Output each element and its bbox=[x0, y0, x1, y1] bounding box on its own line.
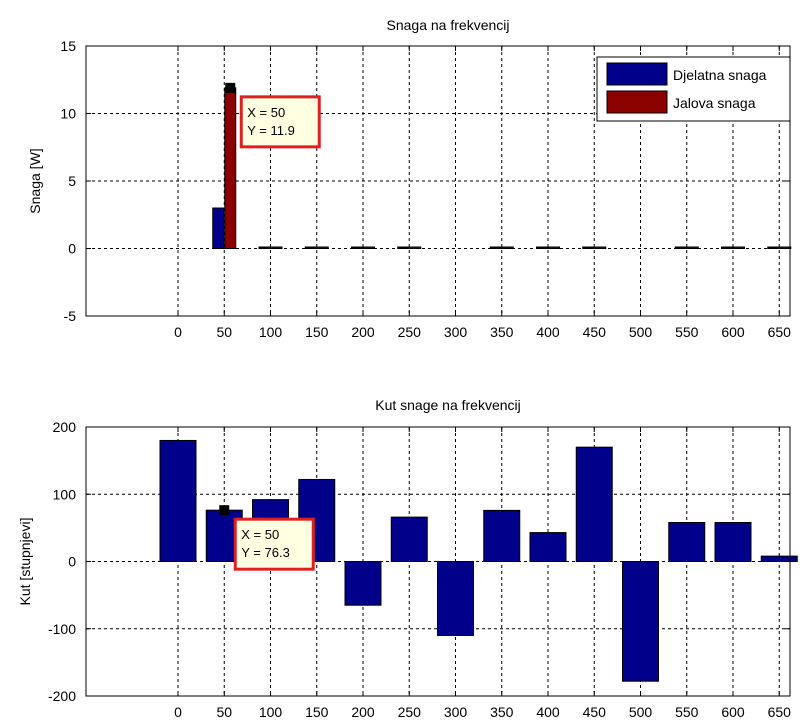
y-tick-label: -5 bbox=[64, 308, 77, 324]
legend-label: Jalova snaga bbox=[673, 95, 756, 111]
bar bbox=[530, 533, 566, 562]
bar bbox=[576, 447, 612, 561]
y-axis-label: Snaga [W] bbox=[27, 148, 43, 213]
bar bbox=[722, 247, 733, 249]
x-tick-label: 50 bbox=[216, 704, 232, 720]
x-tick-label: 500 bbox=[629, 324, 653, 340]
bar bbox=[490, 247, 501, 249]
bar bbox=[669, 522, 705, 561]
bar bbox=[623, 562, 659, 682]
x-tick-label: 50 bbox=[216, 324, 232, 340]
data-tip-x: X = 50 bbox=[241, 527, 279, 542]
y-tick-label: -100 bbox=[48, 621, 76, 637]
y-tick-label: 15 bbox=[60, 38, 76, 54]
y-tick-label: 0 bbox=[68, 241, 76, 257]
data-tip-y: Y = 76.3 bbox=[241, 545, 290, 560]
bar bbox=[549, 247, 560, 249]
data-tip-y: Y = 11.9 bbox=[247, 123, 295, 138]
bar bbox=[675, 247, 686, 249]
bar bbox=[225, 88, 236, 249]
bar bbox=[259, 247, 270, 249]
legend-swatch bbox=[607, 63, 667, 85]
y-tick-label: 5 bbox=[68, 173, 76, 189]
bar bbox=[768, 247, 779, 249]
bar bbox=[502, 247, 513, 249]
legend: Djelatna snaga Jalova snaga bbox=[597, 57, 790, 121]
x-tick-label: 150 bbox=[305, 704, 329, 720]
x-tick-label: 100 bbox=[259, 324, 283, 340]
bar bbox=[398, 247, 409, 249]
bar bbox=[305, 247, 316, 249]
x-tick-label: 550 bbox=[675, 324, 699, 340]
bar bbox=[271, 247, 282, 249]
bar bbox=[761, 556, 797, 561]
x-tick-label: 650 bbox=[768, 324, 792, 340]
x-tick-label: 200 bbox=[351, 324, 375, 340]
y-tick-label: -200 bbox=[48, 688, 76, 704]
bar bbox=[317, 247, 328, 249]
y-tick-label: 200 bbox=[53, 419, 77, 435]
x-tick-label: 400 bbox=[536, 324, 560, 340]
bar bbox=[391, 517, 427, 561]
x-tick-label: 300 bbox=[444, 704, 468, 720]
data-tip-marker bbox=[219, 505, 229, 515]
bar bbox=[687, 247, 698, 249]
x-tick-label: 450 bbox=[583, 704, 607, 720]
bar bbox=[715, 522, 751, 561]
x-tick-label: 600 bbox=[721, 324, 745, 340]
x-tick-label: 0 bbox=[174, 324, 182, 340]
y-tick-label: 100 bbox=[53, 486, 77, 502]
bar bbox=[364, 247, 375, 249]
bar bbox=[352, 247, 363, 249]
y-axis-label: Kut [stupnjevi] bbox=[17, 518, 33, 606]
x-tick-label: 400 bbox=[536, 704, 560, 720]
bar bbox=[345, 562, 381, 606]
x-tick-label: 450 bbox=[583, 324, 607, 340]
chart-title: Snaga na frekvencij bbox=[387, 17, 510, 33]
bar bbox=[438, 562, 474, 636]
x-tick-label: 600 bbox=[721, 704, 745, 720]
x-tick-label: 200 bbox=[351, 704, 375, 720]
x-tick-label: 500 bbox=[629, 704, 653, 720]
x-tick-label: 350 bbox=[490, 324, 514, 340]
x-tick-label: 150 bbox=[305, 324, 329, 340]
bar bbox=[410, 247, 421, 249]
x-tick-label: 250 bbox=[398, 324, 422, 340]
bar bbox=[160, 440, 196, 561]
x-tick-label: 350 bbox=[490, 704, 514, 720]
bar bbox=[595, 247, 606, 249]
legend-swatch bbox=[607, 91, 667, 113]
x-tick-label: 550 bbox=[675, 704, 699, 720]
y-tick-label: 0 bbox=[68, 554, 76, 570]
bar bbox=[734, 247, 745, 249]
data-tip-marker bbox=[225, 83, 235, 93]
x-tick-label: 100 bbox=[259, 704, 283, 720]
bar bbox=[583, 247, 594, 249]
bar bbox=[537, 247, 548, 249]
y-tick-label: 10 bbox=[60, 106, 76, 122]
bar bbox=[484, 510, 520, 561]
x-tick-label: 300 bbox=[444, 324, 468, 340]
chart-title: Kut snage na frekvencij bbox=[375, 397, 521, 413]
x-tick-label: 0 bbox=[174, 704, 182, 720]
bar bbox=[213, 208, 224, 249]
data-tip-x: X = 50 bbox=[247, 105, 285, 120]
x-tick-label: 250 bbox=[398, 704, 422, 720]
chart-panel-2: -200 -100 0 100 200 0 50 100 150 200 250 300 350 400 4… bbox=[17, 397, 797, 720]
legend-label: Djelatna snaga bbox=[673, 67, 767, 83]
x-tick-label: 650 bbox=[768, 704, 792, 720]
